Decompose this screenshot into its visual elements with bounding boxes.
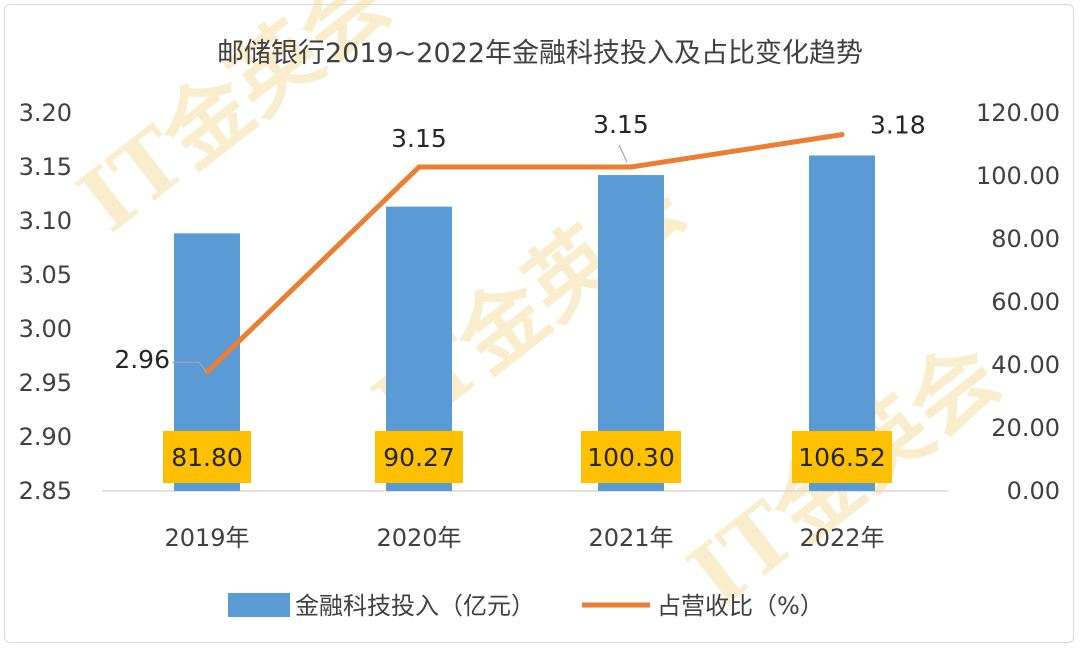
bar-data-label: 81.80: [171, 443, 243, 472]
right-tick-label: 20.00: [991, 414, 1060, 442]
line-point: [628, 164, 634, 170]
line-series: 2.96 3.15 3.15 3.18: [114, 110, 926, 375]
left-axis: 3.20 3.15 3.10 3.05 3.00 2.95 2.90 2.85: [19, 99, 72, 505]
right-tick-label: 40.00: [991, 351, 1060, 379]
category-label: 2022年: [799, 524, 884, 552]
left-tick-label: 2.95: [19, 369, 72, 397]
leader-line: [618, 144, 628, 163]
line-point: [416, 164, 422, 170]
chart-frame: [4, 4, 1074, 643]
bar-data-label: 106.52: [798, 443, 885, 472]
bar-data-label: 100.30: [587, 443, 674, 472]
line-data-label: 3.18: [870, 111, 926, 140]
left-tick-label: 3.10: [19, 207, 72, 235]
left-tick-label: 3.20: [19, 99, 72, 127]
left-tick-label: 3.00: [19, 315, 72, 343]
left-tick-label: 3.05: [19, 261, 72, 289]
chart-title: 邮储银行2019~2022年金融科技投入及占比变化趋势: [217, 38, 863, 69]
legend-bar-label: 金融科技投入（亿元）: [295, 592, 535, 620]
right-axis: 120.00 100.00 80.00 60.00 40.00 20.00 0.00: [976, 99, 1060, 505]
left-tick-label: 3.15: [19, 153, 72, 181]
bar-label-box: [581, 431, 681, 483]
left-tick-label: 2.85: [19, 477, 72, 505]
category-labels: 2019年 2020年 2021年 2022年: [164, 524, 884, 552]
bar-data-label: 90.27: [383, 443, 455, 472]
legend: 金融科技投入（亿元） 占营收比（%）: [228, 592, 824, 620]
right-tick-label: 60.00: [991, 288, 1060, 316]
right-tick-label: 0.00: [1007, 477, 1060, 505]
category-label: 2020年: [376, 524, 461, 552]
legend-line-label: 占营收比（%）: [657, 592, 824, 620]
line-data-label: 3.15: [593, 110, 649, 139]
bar-data-labels: 81.80 90.27 100.30 106.52: [163, 431, 892, 483]
right-tick-label: 120.00: [976, 99, 1060, 127]
leader-line: [172, 361, 208, 373]
bar-label-box: [375, 431, 463, 483]
bar-label-box: [163, 431, 251, 483]
right-tick-label: 80.00: [991, 225, 1060, 253]
bar-label-box: [792, 431, 892, 483]
line-point: [839, 132, 845, 138]
line-path: [204, 132, 845, 375]
legend-bar-swatch: [228, 593, 290, 617]
line-data-label: 3.15: [391, 124, 447, 153]
category-label: 2019年: [164, 524, 249, 552]
category-label: 2021年: [588, 524, 673, 552]
line-data-label: 2.96: [114, 345, 170, 374]
right-tick-label: 100.00: [976, 162, 1060, 190]
left-tick-label: 2.90: [19, 423, 72, 451]
